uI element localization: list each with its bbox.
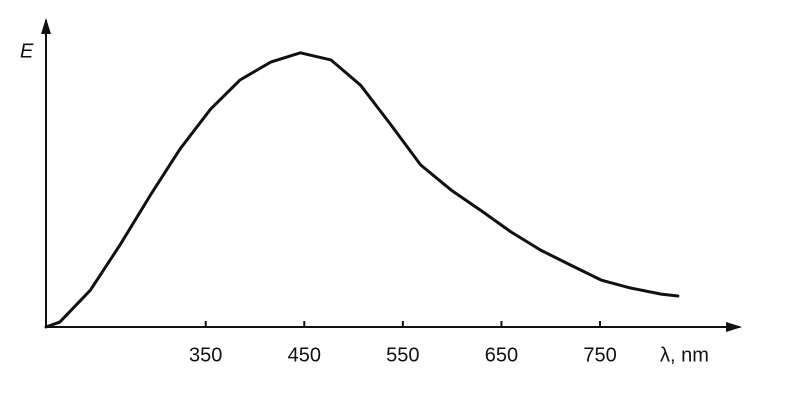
- x-tick-label: 550: [386, 344, 419, 366]
- x-tick-label: 750: [583, 344, 616, 366]
- x-tick-label: 450: [288, 344, 321, 366]
- x-axis-label: λ, nm: [660, 344, 709, 366]
- y-axis-label: E: [20, 40, 34, 62]
- line-series: [44, 51, 680, 329]
- x-tick-label: 350: [189, 344, 222, 366]
- x-tick-label: 650: [485, 344, 518, 366]
